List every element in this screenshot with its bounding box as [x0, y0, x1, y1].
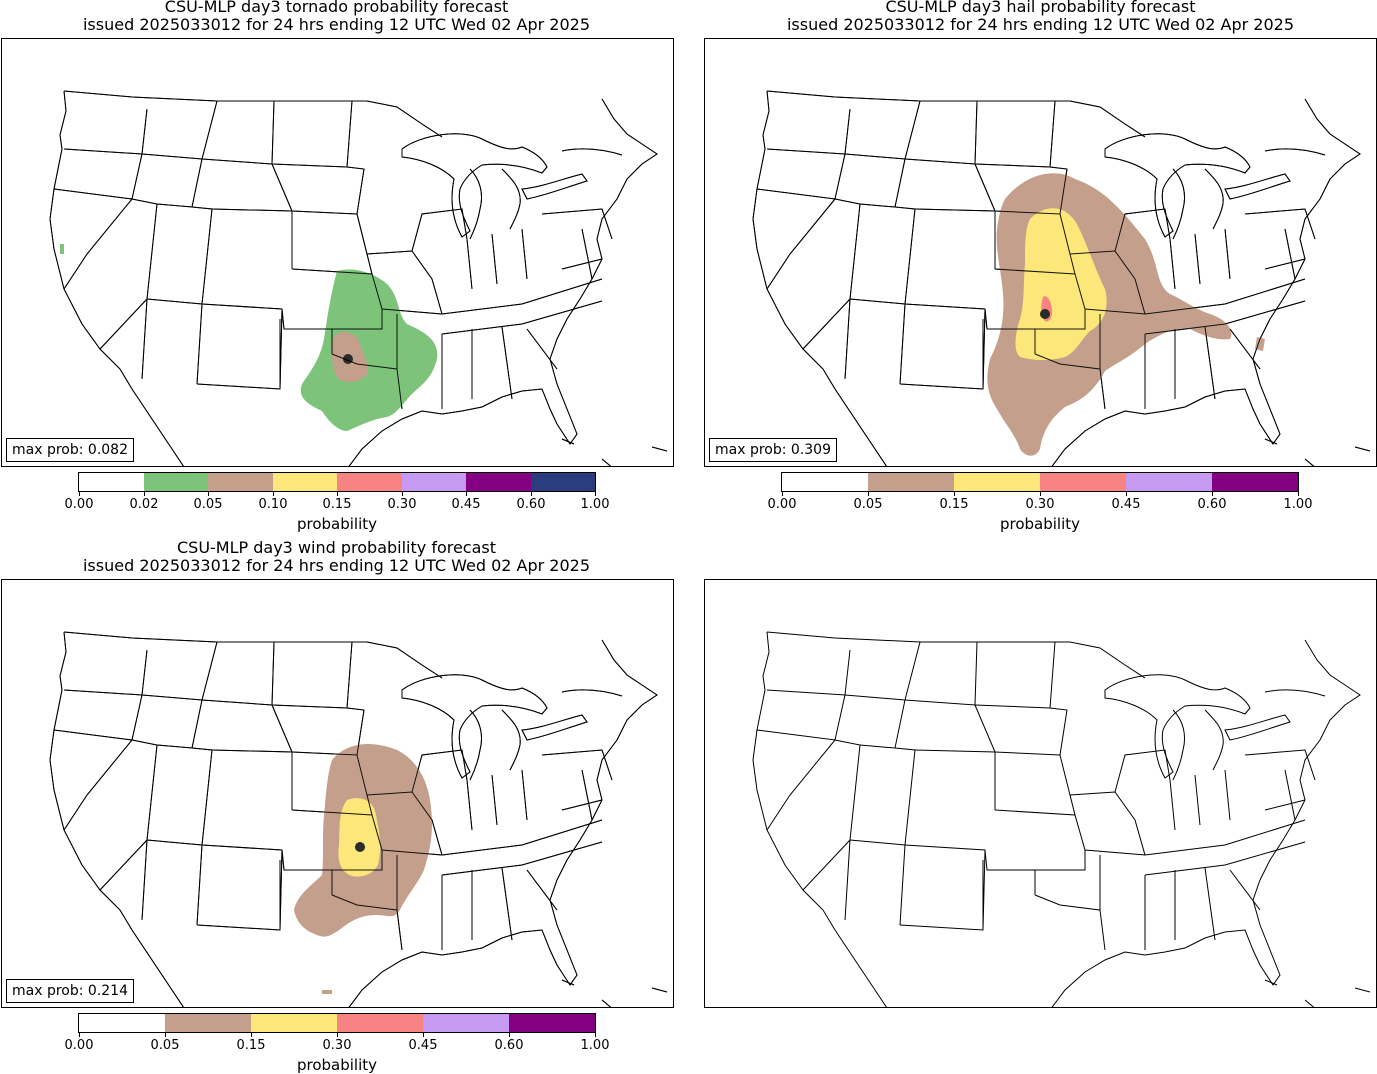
hail-colorbar [781, 472, 1299, 492]
wind-colorbar [78, 1013, 596, 1033]
blank-map[interactable] [704, 579, 1377, 1008]
wind-tick-mark [509, 1033, 510, 1037]
tornado-tick-label: 0.02 [129, 497, 159, 512]
wind-title-line2: issued 2025033012 for 24 hrs ending 12 U… [82, 556, 590, 575]
wind-tick-mark [165, 1033, 166, 1037]
tornado-colorbar-segment [530, 473, 595, 491]
hail-title: CSU-MLP day3 hail probability forecast i… [704, 0, 1377, 34]
tornado-colorbar-segment [337, 473, 402, 491]
hail-tick-label: 0.30 [1025, 497, 1055, 512]
wind-colorbar-segment [337, 1014, 423, 1032]
hail-title-line1: CSU-MLP day3 hail probability forecast [885, 0, 1196, 16]
tornado-colorbar-segment [79, 473, 144, 491]
hail-tick-mark [1212, 492, 1213, 496]
wind-colorbar-segment [251, 1014, 337, 1032]
wind-max-dot [355, 842, 365, 852]
wind-title-line1: CSU-MLP day3 wind probability forecast [176, 538, 497, 557]
hail-tick-mark [782, 492, 783, 496]
tornado-tick-label: 0.30 [387, 497, 417, 512]
tornado-colorbar [78, 472, 596, 492]
hail-tick-mark [1126, 492, 1127, 496]
hail-colorbar-segment [1126, 473, 1212, 491]
tornado-map[interactable]: max prob: 0.082 [1, 38, 674, 467]
wind-tick-mark [79, 1033, 80, 1037]
hail-tick-label: 0.05 [853, 497, 883, 512]
wind-tick-label: 0.45 [408, 1038, 438, 1053]
wind-tick-mark [423, 1033, 424, 1037]
hail-tick-mark [868, 492, 869, 496]
wind-yellow-region [338, 798, 381, 877]
hail-colorbar-segment [954, 473, 1040, 491]
tornado-colorbar-segment [272, 473, 337, 491]
tornado-colorbar-segment [401, 473, 466, 491]
hail-colorbar-segment [868, 473, 954, 491]
hail-colorbar-label: probability [999, 515, 1081, 533]
hail-colorbar-segment [1212, 473, 1298, 491]
tornado-tick-mark [466, 492, 467, 496]
hail-max-dot [1040, 309, 1050, 319]
hail-colorbar-segment [782, 473, 868, 491]
hail-tick-label: 0.15 [939, 497, 969, 512]
wind-title: CSU-MLP day3 wind probability forecast i… [0, 539, 673, 575]
wind-tick-mark [337, 1033, 338, 1037]
hail-tick-label: 0.00 [767, 497, 797, 512]
wind-tick-label: 0.05 [150, 1038, 180, 1053]
tornado-tick-label: 0.60 [516, 497, 546, 512]
tornado-green-region [300, 269, 438, 431]
wind-tick-label: 0.60 [494, 1038, 524, 1053]
wind-tick-mark [595, 1033, 596, 1037]
hail-tick-label: 0.60 [1197, 497, 1227, 512]
tornado-tick-label: 0.45 [451, 497, 481, 512]
wind-colorbar-ticks: 0.00 0.05 0.15 0.30 0.45 0.60 1.00 [65, 1033, 609, 1054]
tornado-west-speck [60, 244, 64, 254]
wind-max-prob: max prob: 0.214 [6, 979, 134, 1003]
tornado-title: CSU-MLP day3 tornado probability forecas… [0, 0, 673, 34]
hail-tick-mark [954, 492, 955, 496]
tornado-title-line2: issued 2025033012 for 24 hrs ending 12 U… [82, 15, 590, 34]
tornado-max-prob: max prob: 0.082 [6, 438, 134, 462]
tornado-colorbar-label: probability [296, 515, 378, 533]
tornado-colorbar-segment [208, 473, 273, 491]
tornado-tick-mark [595, 492, 596, 496]
wind-tick-label: 0.30 [322, 1038, 352, 1053]
tornado-tick-mark [273, 492, 274, 496]
tornado-tick-mark [144, 492, 145, 496]
tornado-tick-mark [402, 492, 403, 496]
wind-colorbar-segment [509, 1014, 595, 1032]
tornado-title-line1: CSU-MLP day3 tornado probability forecas… [164, 0, 509, 16]
tornado-colorbar-ticks: 0.00 0.02 0.05 0.10 0.15 0.30 0.45 0.60 1.00 [65, 492, 609, 513]
tornado-tick-label: 0.10 [258, 497, 288, 512]
wind-tick-label: 0.15 [236, 1038, 266, 1053]
hail-colorbar-segment [1040, 473, 1126, 491]
tornado-colorbar-segment [466, 473, 531, 491]
hail-title-line2: issued 2025033012 for 24 hrs ending 12 U… [786, 15, 1294, 34]
wind-map[interactable]: max prob: 0.214 [1, 579, 674, 1008]
tornado-tick-label: 0.15 [322, 497, 352, 512]
tornado-tick-label: 1.00 [580, 497, 610, 512]
hail-map[interactable]: max prob: 0.309 [704, 38, 1377, 467]
tornado-tick-mark [531, 492, 532, 496]
hail-colorbar-ticks: 0.00 0.05 0.15 0.30 0.45 0.60 1.00 [768, 492, 1312, 513]
wind-colorbar-segment [423, 1014, 509, 1032]
tornado-tick-mark [208, 492, 209, 496]
tornado-tick-mark [79, 492, 80, 496]
wind-tick-mark [251, 1033, 252, 1037]
hail-tick-mark [1298, 492, 1299, 496]
tornado-colorbar-segment [143, 473, 208, 491]
wind-tick-label: 1.00 [580, 1038, 610, 1053]
hail-max-prob: max prob: 0.309 [709, 438, 837, 462]
wind-colorbar-label: probability [296, 1056, 378, 1074]
wind-colorbar-segment [79, 1014, 165, 1032]
tornado-tick-mark [337, 492, 338, 496]
hail-tick-label: 0.45 [1111, 497, 1141, 512]
tornado-tick-label: 0.00 [64, 497, 94, 512]
wind-colorbar-segment [165, 1014, 251, 1032]
wind-south-speck [322, 990, 332, 994]
hail-tick-label: 1.00 [1283, 497, 1313, 512]
hail-tick-mark [1040, 492, 1041, 496]
hail-yellow-region [1015, 208, 1107, 360]
wind-tick-label: 0.00 [64, 1038, 94, 1053]
tornado-tick-label: 0.05 [193, 497, 223, 512]
